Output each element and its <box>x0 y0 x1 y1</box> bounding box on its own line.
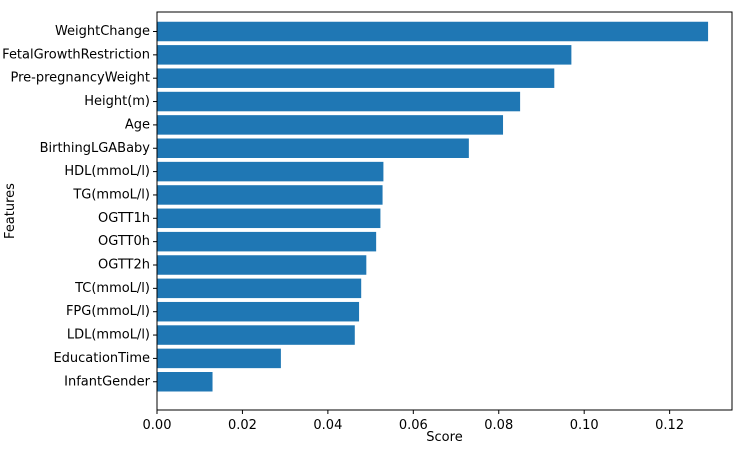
x-tick-layer: 0.00 0.02 0.04 0.06 0.08 0.10 0.12 <box>143 410 684 433</box>
bar-OGTT2h <box>157 255 367 275</box>
y-tick-label: OGTT2h <box>98 258 150 273</box>
y-tick-label: Height(m) <box>84 94 150 109</box>
bar-LDL(mmoL/l) <box>157 325 355 345</box>
x-tick-label: 0.06 <box>399 418 428 433</box>
x-tick-label: 0.10 <box>570 418 599 433</box>
y-tick-label: TC(mmoL/l) <box>74 281 150 296</box>
y-tick-label: TG(mmoL/l) <box>72 187 150 202</box>
y-tick-label: OGTT1h <box>98 211 150 226</box>
y-tick-label: Age <box>125 117 150 132</box>
y-tick-label: FetalGrowthRestriction <box>2 47 150 62</box>
x-axis-title: Score <box>426 430 462 444</box>
y-tick-label: LDL(mmoL/l) <box>67 328 150 343</box>
y-tick-label: WeightChange <box>55 24 150 39</box>
bar-WeightChange <box>157 21 709 42</box>
y-tick-label: Pre-pregnancyWeight <box>11 71 151 86</box>
y-tick-label: OGTT0h <box>98 234 150 249</box>
bar-TG(mmoL/l) <box>157 185 383 205</box>
bar-OGTT1h <box>157 208 381 229</box>
y-tick-label: HDL(mmoL/l) <box>64 164 150 179</box>
y-tick-label: EducationTime <box>53 351 150 366</box>
y-tick-label: InfantGender <box>64 374 151 389</box>
y-tick-label: BirthingLGABaby <box>40 141 151 156</box>
bar-FPG(mmoL/l) <box>157 301 360 322</box>
x-tick-label: 0.08 <box>484 418 513 433</box>
x-tick-label: 0.04 <box>313 418 342 433</box>
bar-TC(mmoL/l) <box>157 278 362 299</box>
x-tick-label: 0.02 <box>228 418 257 433</box>
bar-BirthingLGABaby <box>157 138 469 158</box>
x-tick-label: 0.12 <box>655 418 684 433</box>
bar-Age <box>157 115 504 135</box>
plot-frame <box>156 11 733 411</box>
y-axis-title: Features <box>3 183 18 239</box>
bar-InfantGender <box>157 372 213 392</box>
x-tick-label: 0.00 <box>143 418 172 433</box>
bar-FetalGrowthRestriction <box>157 45 572 65</box>
y-tick-layer: WeightChange FetalGrowthRestriction Pre-pr… <box>2 24 157 389</box>
bar-Height(m) <box>157 91 521 112</box>
y-tick-label: FPG(mmoL/l) <box>66 304 150 319</box>
bar-Pre-pregnancyWeight <box>157 68 555 88</box>
bar-HDL(mmoL/l) <box>157 161 384 182</box>
bar-OGTT0h <box>157 231 377 252</box>
bars-layer <box>157 21 709 392</box>
bar-EducationTime <box>157 348 281 369</box>
